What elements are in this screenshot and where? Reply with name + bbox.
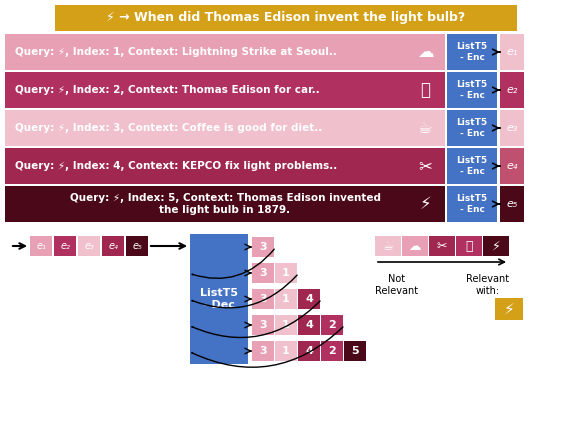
Bar [126,236,148,256]
Text: ☁: ☁ [409,240,421,253]
Text: e₁: e₁ [36,241,46,251]
Text: e₄: e₄ [506,161,518,171]
Text: 4: 4 [305,294,313,304]
Text: 3: 3 [259,242,267,252]
Text: 2: 2 [328,320,336,330]
Text: ListT5
- Enc: ListT5 - Enc [456,118,487,138]
Text: e₃: e₃ [506,123,518,133]
Text: ⚡: ⚡ [491,240,501,253]
Bar [500,34,524,70]
Text: ListT5
- Enc: ListT5 - Enc [456,42,487,62]
Bar [447,34,497,70]
Text: 2: 2 [328,346,336,356]
Bar [55,5,517,31]
Bar [275,315,297,335]
Bar [252,315,274,335]
Bar [495,298,523,320]
Text: ⚡: ⚡ [419,195,431,213]
FancyArrowPatch shape [192,327,343,367]
Bar [275,263,297,283]
Text: Query: ⚡, Index: 4, Context: KEPCO fix light problems..: Query: ⚡, Index: 4, Context: KEPCO fix l… [15,161,338,171]
Text: ☕: ☕ [417,119,432,137]
FancyArrowPatch shape [192,301,320,338]
Text: e₂: e₂ [506,85,518,95]
FancyArrowPatch shape [192,249,274,278]
FancyArrowPatch shape [192,275,297,308]
Text: 3: 3 [259,320,267,330]
Text: Relevant
with:: Relevant with: [466,274,509,296]
Text: e₅: e₅ [506,199,518,209]
Text: ☕: ☕ [382,240,394,253]
Text: ⚡: ⚡ [503,302,514,316]
Bar [500,148,524,184]
Bar [30,236,52,256]
Bar [447,148,497,184]
Text: Query: ⚡, Index: 2, Context: Thomas Edison for car..: Query: ⚡, Index: 2, Context: Thomas Edis… [15,85,320,95]
Text: ☁: ☁ [417,43,433,61]
Bar [5,110,445,146]
Bar [344,341,366,361]
Bar [483,236,509,256]
Bar [429,236,455,256]
Bar [447,186,497,222]
Bar [190,234,248,364]
Text: e₄: e₄ [108,241,118,251]
Text: 🚗: 🚗 [420,81,430,99]
Text: 3: 3 [259,294,267,304]
Text: 4: 4 [305,320,313,330]
Text: 5: 5 [351,346,359,356]
Bar [456,236,482,256]
Text: 3: 3 [259,346,267,356]
Text: ListT5
- Enc: ListT5 - Enc [456,80,487,100]
Text: 4: 4 [305,346,313,356]
Bar [298,341,320,361]
Text: ListT5
- Enc: ListT5 - Enc [456,194,487,214]
Text: e₅: e₅ [132,241,142,251]
Text: ✂: ✂ [437,240,447,253]
Text: 1: 1 [282,268,290,278]
Bar [298,289,320,309]
Bar [275,341,297,361]
Bar [78,236,100,256]
Text: 3: 3 [259,268,267,278]
Text: ⚡ → When did Thomas Edison invent the light bulb?: ⚡ → When did Thomas Edison invent the li… [106,11,466,24]
Text: Query: ⚡, Index: 3, Context: Coffee is good for diet..: Query: ⚡, Index: 3, Context: Coffee is g… [15,123,322,133]
Text: e₃: e₃ [84,241,94,251]
Text: 🚗: 🚗 [466,240,473,253]
Bar [252,237,274,257]
Bar [402,236,428,256]
Text: 1: 1 [282,294,290,304]
Text: e₁: e₁ [506,47,518,57]
Bar [102,236,124,256]
Bar [321,341,343,361]
Bar [252,341,274,361]
Text: 1: 1 [282,346,290,356]
Bar [298,315,320,335]
Text: 1: 1 [282,320,290,330]
Bar [275,289,297,309]
Bar [5,186,445,222]
Bar [321,315,343,335]
Bar [500,110,524,146]
Bar [447,110,497,146]
Bar [500,186,524,222]
Bar [252,263,274,283]
Text: ListT5
- Dec: ListT5 - Dec [200,288,238,310]
Text: Not
Relevant: Not Relevant [375,274,418,296]
Text: Query: ⚡, Index: 5, Context: Thomas Edison invented
the light bulb in 1879.: Query: ⚡, Index: 5, Context: Thomas Edis… [69,193,381,215]
Bar [54,236,76,256]
Bar [447,72,497,108]
Text: ✂: ✂ [418,157,432,175]
Text: e₂: e₂ [60,241,70,251]
Bar [500,72,524,108]
Bar [375,236,401,256]
Bar [5,148,445,184]
Bar [252,289,274,309]
Text: Query: ⚡, Index: 1, Context: Lightning Strike at Seoul..: Query: ⚡, Index: 1, Context: Lightning S… [15,47,337,57]
Bar [5,34,445,70]
Text: ListT5
- Enc: ListT5 - Enc [456,156,487,176]
Bar [5,72,445,108]
